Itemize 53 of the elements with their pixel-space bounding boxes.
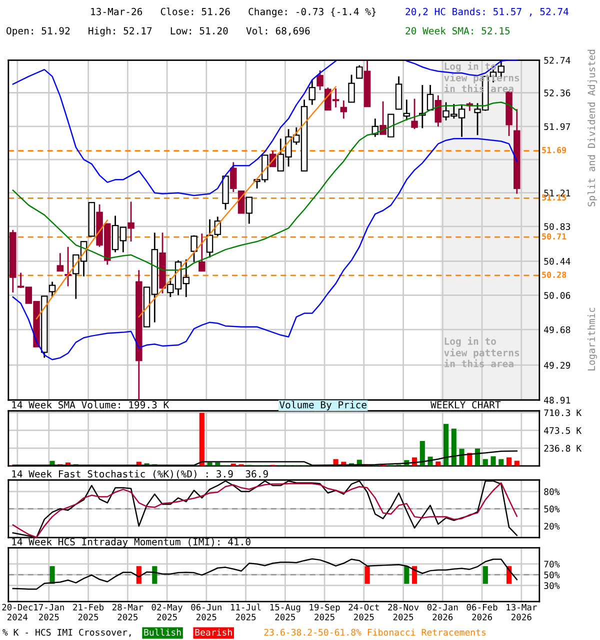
chart-title: 14 Week SMA Volume: 199.3 K [12,400,170,408]
y-tick-label: 51.21 [544,190,570,196]
y-tick-label: 30% [544,582,560,590]
text: 20,2 HC Bands: 51.57 , 52.74 [406,8,568,16]
text: WEEKLY CHART [430,401,501,408]
y-tick-label: 52.74 [544,56,570,64]
y-tick-label: 50.83 [544,223,570,230]
text: Volume By Price [279,400,366,410]
y-tick-label: 50.44 [544,258,570,265]
chart-title: 14 Week Fast Stochastic (%K)(%D) : 3.9 36.9 [12,470,268,479]
x-tick-label: 02-Jan 2026 [427,604,458,620]
x-tick-label: 02-May 2025 [152,604,182,620]
x-tick-label: 17-Jan 2025 [34,604,64,620]
text: 23.6-38.2-50-61.8% Fibonacci Retracements [264,628,486,636]
text: 20 Week SMA: 52.15 [406,26,510,34]
x-tick-label: 24-Oct 2025 [348,604,379,620]
chart-title: 14 Week HCS Intraday Momentum (IMI): 41.0 [12,538,250,548]
y-tick-label: 50% [544,506,560,512]
y-tick-label: 52.36 [544,90,570,96]
y-tick-label: 49.29 [544,362,570,369]
y-tick-label: 48.91 [544,396,570,404]
text: Bullish [144,628,181,636]
x-tick-label: 11-Jul 2025 [231,604,261,620]
x-tick-label: 20-Dec 2024 [2,604,32,620]
ref-line-label: 50.28 [542,272,566,278]
y-tick-label: 49.68 [544,326,570,334]
ref-line-label: 51.15 [542,194,566,201]
y-tick-label: 70% [544,560,560,568]
y-tick-label: 51.97 [544,123,570,130]
x-tick-label: 28-Nov 2025 [388,604,419,620]
y-tick-label: 236.8 K [544,444,582,452]
y-tick-label: 20% [544,522,560,530]
chart-subtitle: Open: 51.92 High: 52.17 Low: 51.20 Vol: 68,696 [6,26,310,36]
x-tick-label: 06-Feb 2026 [466,604,498,620]
x-tick-label: 13-Mar 2026 [506,604,537,620]
y-tick-label: 50.06 [544,292,570,299]
annotation: Log in to view patterns in this area [444,336,520,368]
x-tick-label: 15-Aug 2025 [270,604,300,620]
y-tick-label: 80% [544,488,560,496]
text: Bearish [195,628,232,636]
ref-line-label: 50.71 [542,233,566,240]
y-tick-label: 50% [544,571,560,578]
chart-title: 13-Mar-26 Close: 51.26 Change: -0.73 {-1.4 %} [91,8,376,18]
x-tick-label: 06-Jun 2025 [191,604,222,620]
text: Split and Dividend Adjusted [588,50,597,206]
x-tick-label: 28-Mar 2025 [112,604,144,620]
x-tick-label: 21-Feb 2025 [73,604,104,620]
text: Logarithmic [588,308,597,370]
y-tick-label: 710.3 K [544,409,582,416]
x-tick-label: 19-Sep 2025 [310,604,340,620]
y-tick-label: 473.5 K [544,427,582,434]
ref-line-label: 51.69 [542,146,566,154]
text: % K - HCS IMI Crossover, [2,628,131,637]
